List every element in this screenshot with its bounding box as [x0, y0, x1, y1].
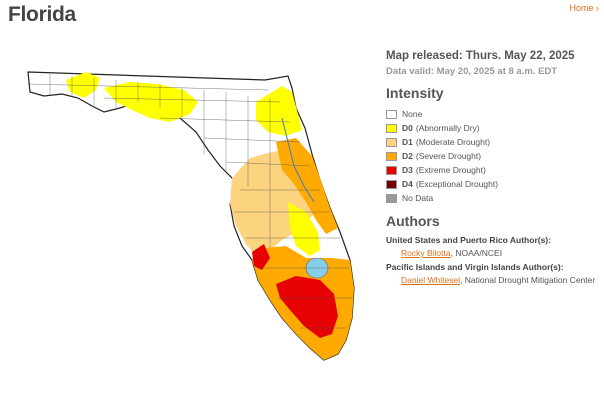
- county-lines: [27, 74, 352, 329]
- page-title: Florida: [8, 3, 76, 26]
- st-johns-river: [281, 117, 315, 203]
- legend-swatch: [386, 123, 397, 133]
- author-link[interactable]: Rocky Bilotta: [401, 248, 451, 258]
- author-line: Daniel Whitesel, National Drought Mitiga…: [401, 275, 601, 285]
- legend-swatch: [386, 193, 397, 203]
- legend-code: D3: [402, 165, 413, 175]
- legend-label: (Exceptional Drought): [415, 179, 499, 189]
- legend-item: D4 (Exceptional Drought): [386, 177, 601, 191]
- legend-label: (Extreme Drought): [415, 165, 486, 175]
- author-region: United States and Puerto Rico Author(s):: [386, 235, 551, 245]
- legend-label: No Data: [402, 193, 434, 203]
- legend-swatch: [386, 179, 397, 189]
- florida-drought-map: [27, 71, 355, 361]
- author-link[interactable]: Daniel Whitesel: [401, 275, 461, 285]
- legend-item: D1 (Moderate Drought): [386, 135, 601, 149]
- drought-map: [20, 62, 365, 392]
- author-org: , National Drought Mitigation Center: [460, 275, 596, 285]
- legend-label: (Abnormally Dry): [415, 123, 480, 133]
- author-org: , NOAA/NCEI: [450, 248, 503, 258]
- author-line: Rocky Bilotta, NOAA/NCEI: [401, 248, 601, 258]
- d0-panhandle-west: [66, 72, 100, 98]
- legend-swatch: [386, 165, 397, 175]
- legend-item: No Data: [386, 191, 601, 205]
- d3-tampa: [252, 244, 270, 270]
- d0-big-bend: [104, 82, 198, 122]
- legend-code: D2: [402, 151, 413, 161]
- legend-label: (Moderate Drought): [415, 137, 491, 147]
- breadcrumb: Home ›: [569, 3, 599, 13]
- breadcrumb-separator: ›: [596, 3, 599, 13]
- data-valid: Data valid: May 20, 2025 at 8 a.m. EDT: [386, 66, 558, 77]
- authors-heading: Authors: [386, 213, 440, 229]
- legend-code: D0: [402, 123, 413, 133]
- legend-swatch: [386, 151, 397, 161]
- legend-item: None: [386, 107, 601, 121]
- legend-label: None: [402, 109, 423, 119]
- d0-northeast: [256, 86, 302, 136]
- legend-swatch: [386, 137, 397, 147]
- legend-item: D3 (Extreme Drought): [386, 163, 601, 177]
- legend-code: D4: [402, 179, 413, 189]
- d0-central: [288, 202, 320, 256]
- d2-east-coast: [276, 138, 338, 234]
- legend-label: (Severe Drought): [415, 151, 482, 161]
- sidebar: Map released: Thurs. May 22, 2025 Data v…: [386, 50, 601, 289]
- authors-list: United States and Puerto Rico Author(s):…: [386, 235, 601, 285]
- legend-code: D1: [402, 137, 413, 147]
- legend-item: D0 (Abnormally Dry): [386, 121, 601, 135]
- home-link[interactable]: Home: [569, 3, 594, 13]
- legend-swatch: [386, 109, 397, 119]
- d3-southwest: [276, 276, 338, 338]
- legend-item: D2 (Severe Drought): [386, 149, 601, 163]
- intensity-heading: Intensity: [386, 85, 444, 101]
- intensity-legend: None D0 (Abnormally Dry) D1 (Moderate Drough…: [386, 107, 601, 205]
- map-released: Map released: Thurs. May 22, 2025: [386, 50, 575, 62]
- author-region: Pacific Islands and Virgin Islands Autho…: [386, 262, 564, 272]
